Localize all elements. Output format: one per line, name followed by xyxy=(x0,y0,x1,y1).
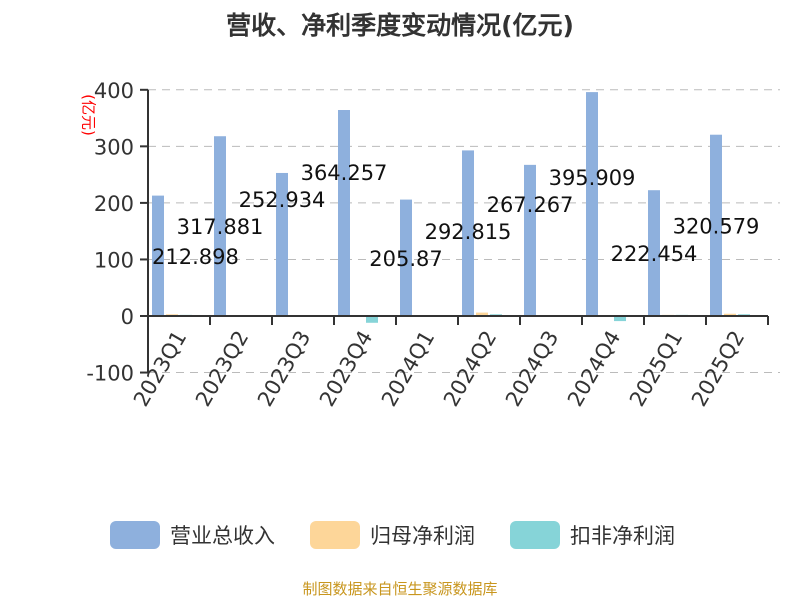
legend-label: 营业总收入 xyxy=(170,524,275,548)
data-label: 212.898 xyxy=(152,245,239,269)
bar xyxy=(338,110,350,316)
y-tick-label: 200 xyxy=(94,192,134,216)
data-label: 320.579 xyxy=(673,214,760,238)
y-tick-label: 0 xyxy=(121,305,134,329)
data-label: 222.454 xyxy=(611,242,698,266)
x-tick-label: 2025Q2 xyxy=(687,327,749,411)
bar xyxy=(400,199,412,316)
y-tick-label: 100 xyxy=(94,248,134,272)
x-tick-label: 2023Q4 xyxy=(315,327,377,411)
data-label: 364.257 xyxy=(301,161,388,185)
bar xyxy=(476,312,488,316)
bar xyxy=(462,150,474,316)
x-tick-label: 2025Q1 xyxy=(625,327,687,411)
bar xyxy=(152,195,164,316)
y-tick-label: 400 xyxy=(94,79,134,103)
y-tick-label: 300 xyxy=(94,135,134,159)
legend-swatch xyxy=(510,521,560,549)
legend-swatch xyxy=(110,521,160,549)
data-label: 205.87 xyxy=(369,247,442,271)
bar xyxy=(724,313,736,316)
x-tick-label: 2023Q2 xyxy=(191,327,253,411)
chart-title: 营收、净利季度变动情况(亿元) xyxy=(226,11,574,40)
bar xyxy=(524,164,536,316)
bar xyxy=(366,316,378,323)
bar xyxy=(648,190,660,316)
data-label: 267.267 xyxy=(487,193,574,217)
x-tick-label: 2024Q4 xyxy=(563,327,625,411)
bar xyxy=(276,172,288,316)
data-label: 395.909 xyxy=(549,166,636,190)
x-tick-label: 2024Q1 xyxy=(377,327,439,411)
x-tick-label: 2024Q2 xyxy=(439,327,501,411)
x-tick-label: 2023Q1 xyxy=(129,327,191,411)
x-tick-label: 2023Q3 xyxy=(253,327,315,411)
legend-swatch xyxy=(310,521,360,549)
bar xyxy=(214,136,226,316)
x-tick-label: 2024Q3 xyxy=(501,327,563,411)
bar xyxy=(586,92,598,316)
data-label: 317.881 xyxy=(177,215,264,239)
legend-label: 归母净利润 xyxy=(370,524,475,548)
data-label: 292.815 xyxy=(425,220,512,244)
y-axis-label: (亿元) xyxy=(80,94,98,136)
source-footer: 制图数据来自恒生聚源数据库 xyxy=(302,580,497,598)
y-tick-label: -100 xyxy=(86,362,134,386)
legend-label: 扣非净利润 xyxy=(570,524,675,548)
data-label: 252.934 xyxy=(239,188,326,212)
bar xyxy=(614,316,626,322)
bar xyxy=(710,134,722,316)
